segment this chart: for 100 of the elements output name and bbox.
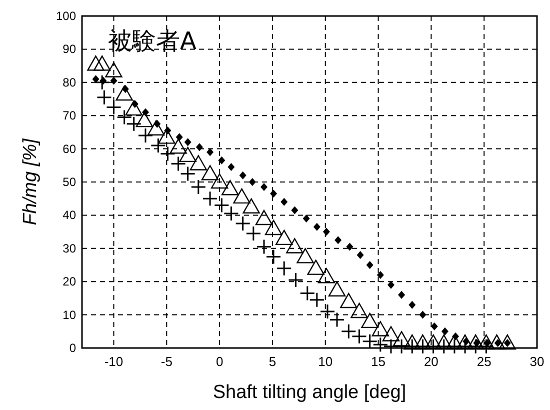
point	[235, 216, 251, 232]
point	[356, 251, 364, 260]
point	[248, 178, 256, 186]
point	[116, 85, 133, 101]
x-tick-label: 25	[476, 354, 492, 369]
point	[170, 138, 187, 154]
point	[136, 112, 154, 128]
point	[435, 334, 452, 350]
y-tick-label: 100	[56, 9, 76, 23]
point	[387, 280, 394, 289]
y-tick-label: 70	[62, 108, 76, 123]
point	[408, 300, 416, 309]
point	[318, 268, 336, 284]
point	[280, 198, 288, 206]
point	[190, 179, 206, 195]
y-tick-label: 0	[69, 341, 76, 355]
point	[92, 75, 100, 84]
x-tick-label: 30	[530, 354, 544, 369]
point	[340, 292, 358, 308]
point	[430, 322, 438, 330]
y-tick-label: 60	[62, 142, 76, 156]
point	[180, 166, 196, 182]
point	[372, 336, 388, 352]
point	[179, 146, 196, 162]
point	[488, 334, 506, 350]
point	[441, 327, 448, 336]
point	[106, 100, 122, 116]
point	[291, 206, 298, 214]
point	[404, 334, 421, 350]
point	[328, 281, 346, 296]
point	[228, 163, 235, 172]
point	[334, 236, 342, 244]
point	[288, 272, 304, 288]
point	[94, 56, 111, 71]
text: 被験者A	[108, 27, 197, 55]
y-tick-label: 20	[62, 274, 76, 289]
point	[376, 270, 384, 279]
point	[498, 334, 516, 350]
point	[260, 182, 268, 191]
y-axis-title: Fh/mg [%]	[20, 138, 41, 226]
point	[340, 324, 356, 340]
point	[256, 238, 272, 254]
y-tick-label: 30	[62, 241, 76, 256]
point	[184, 138, 192, 146]
point	[210, 173, 228, 189]
y-tick-label: 10	[62, 308, 76, 322]
point	[478, 338, 494, 354]
point	[206, 148, 214, 156]
point	[222, 180, 239, 196]
point	[296, 248, 314, 264]
x-tick-label: 15	[371, 354, 386, 369]
point	[196, 143, 203, 152]
point	[276, 230, 293, 246]
point	[346, 242, 354, 251]
point	[94, 74, 110, 90]
point	[276, 260, 292, 276]
point	[456, 334, 474, 350]
point	[307, 260, 324, 275]
point	[350, 302, 368, 318]
x-axis-title: Shaft tilting angle [deg]	[212, 382, 406, 403]
point	[242, 198, 260, 214]
y-tick-label: 80	[62, 75, 76, 90]
point	[147, 120, 165, 136]
point	[286, 238, 304, 254]
y-tick-label: 40	[62, 208, 76, 222]
point	[125, 100, 142, 116]
point	[110, 76, 118, 85]
point	[361, 312, 378, 328]
point	[138, 128, 154, 144]
point	[218, 156, 226, 164]
point	[372, 321, 389, 336]
point	[313, 222, 320, 231]
point	[201, 165, 219, 180]
point	[264, 220, 282, 236]
x-tick-label: -5	[160, 354, 172, 369]
point	[382, 326, 400, 342]
point	[239, 171, 246, 180]
point	[105, 62, 122, 78]
point	[414, 334, 432, 350]
point	[398, 290, 406, 299]
point	[96, 90, 112, 106]
point	[478, 334, 495, 350]
x-tick-label: 10	[318, 354, 333, 369]
point	[233, 188, 250, 204]
x-tick-label: 0	[216, 354, 224, 369]
x-tick-label: -10	[104, 354, 124, 369]
point	[362, 334, 378, 350]
y-tick-label: 50	[62, 175, 76, 189]
x-tick-label: 5	[268, 354, 276, 369]
point	[190, 155, 207, 170]
point	[366, 261, 374, 269]
point	[255, 210, 273, 226]
point	[322, 228, 330, 236]
point	[246, 226, 262, 242]
point	[302, 214, 310, 223]
point	[392, 331, 410, 346]
x-tick-label: 20	[424, 354, 438, 369]
point	[266, 248, 282, 264]
point	[467, 334, 484, 350]
point	[419, 310, 426, 319]
